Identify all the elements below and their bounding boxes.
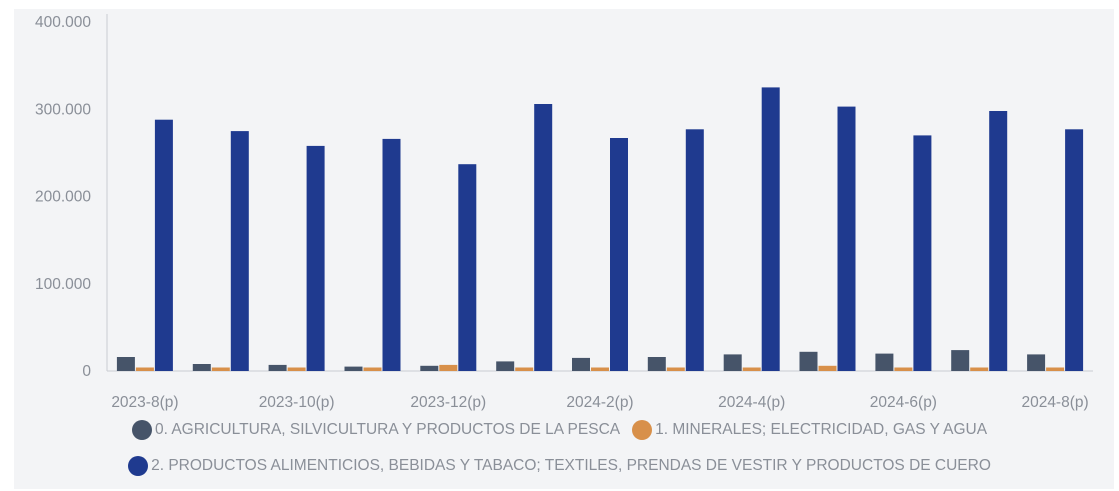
bar-series0-2023-11(p) [344,366,363,371]
bar-series2-2023-12(p) [458,164,477,371]
y-tick-label: 300.000 [35,101,91,118]
bar-series2-2024-5(p) [837,106,856,371]
x-tick-label: 2023-10(p) [259,394,335,411]
bar-series2-2024-3(p) [685,129,704,371]
bar-series0-2024-7(p) [951,350,970,371]
bar-series1-2023-10(p) [287,367,306,371]
bar-series1-2024-1(p) [515,367,534,371]
bar-series1-2023-11(p) [363,367,382,371]
bar-series0-2024-5(p) [799,351,818,371]
bar-series2-2023-11(p) [382,138,401,371]
bar-chart: 0 100.000 200.000 300.000 400.000 2023-8(p) 20… [35,14,1093,411]
bar-series0-2024-4(p) [723,354,742,371]
bar-series0-2024-6(p) [875,353,894,371]
legend-label-minerales: 1. MINERALES; ELECTRICIDAD, GAS Y AGUA [655,421,988,438]
bar-series0-2023-9(p) [192,364,211,371]
bar-series2-2024-1(p) [534,104,553,371]
bar-series0-2024-2(p) [572,357,590,371]
y-tick-label: 0 [82,363,91,380]
legend-marker-minerales [632,420,653,440]
legend-item-minerales[interactable]: 1. MINERALES; ELECTRICIDAD, GAS Y AGUA [632,420,987,440]
bar-series1-2024-2(p) [591,367,609,371]
legend-label-productos-alimenticios: 2. PRODUCTOS ALIMENTICIOS, BEBIDAS Y TAB… [151,457,991,474]
bar-series2-2024-7(p) [989,111,1008,371]
bar-series0-2024-3(p) [647,357,666,371]
bar-series1-2024-3(p) [666,367,685,371]
legend-row-1: 0. AGRICULTURA, SILVICULTURA Y PRODUCTOS… [0,420,1119,440]
legend-marker-productos-alimenticios [128,456,149,476]
bar-series2-2023-9(p) [230,131,249,371]
bar-series1-2024-6(p) [894,367,913,371]
x-tick-label: 2024-6(p) [870,394,937,411]
bar-series0-2023-8(p) [116,357,135,371]
legend-row-2: 2. PRODUCTOS ALIMENTICIOS, BEBIDAS Y TAB… [0,456,1119,476]
bar-series2-2024-8(p) [1065,129,1084,371]
legend-item-agricultura[interactable]: 0. AGRICULTURA, SILVICULTURA Y PRODUCTOS… [131,420,621,440]
y-tick-label: 200.000 [35,189,91,206]
bar-series0-2023-12(p) [420,365,439,371]
bar-series2-2023-10(p) [306,145,325,371]
x-tick-label: 2023-12(p) [410,394,486,411]
y-tick-label: 100.000 [35,276,91,293]
bar-series1-2024-8(p) [1046,367,1065,371]
bar-series0-2024-1(p) [496,361,515,371]
bar-series2-2024-2(p) [610,138,628,371]
x-tick-label: 2024-4(p) [718,394,785,411]
bar-series1-2024-5(p) [818,365,837,371]
bar-series2-2024-4(p) [761,87,780,372]
x-tick-label: 2024-2(p) [566,394,633,411]
bar-series2-2024-6(p) [913,135,932,371]
legend-label-agricultura: 0. AGRICULTURA, SILVICULTURA Y PRODUCTOS… [154,421,621,438]
y-tick-label: 400.000 [35,14,91,31]
bar-series0-2023-10(p) [268,364,287,371]
bar-series1-2024-4(p) [742,367,761,371]
legend-marker-agricultura [131,420,152,440]
legend-item-productos-alimenticios[interactable]: 2. PRODUCTOS ALIMENTICIOS, BEBIDAS Y TAB… [128,456,991,476]
x-tick-label: 2024-8(p) [1021,394,1088,411]
x-tick-label: 2023-8(p) [111,394,178,411]
bar-series0-2024-8(p) [1027,354,1046,371]
bar-series1-2023-9(p) [211,367,230,371]
bar-series1-2023-8(p) [135,367,154,371]
bar-series1-2024-7(p) [970,367,989,371]
bar-series2-2023-8(p) [154,119,173,371]
bar-series1-2023-12(p) [439,364,458,371]
